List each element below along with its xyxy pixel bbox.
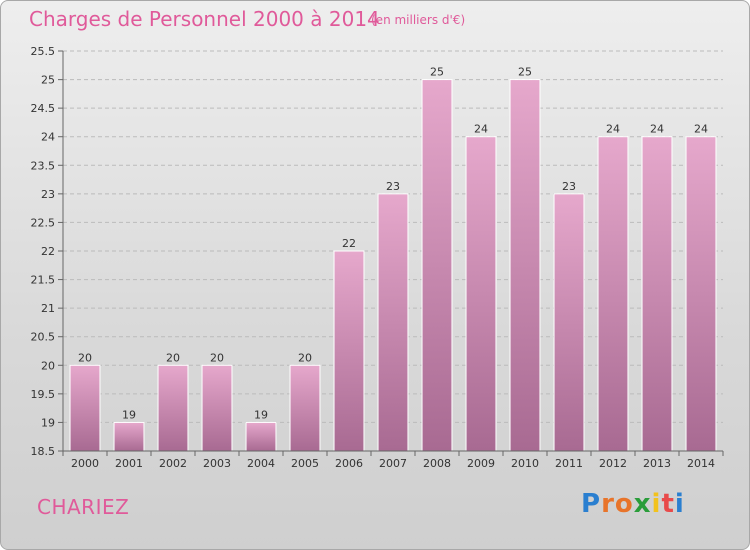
bar-2009[interactable] bbox=[465, 136, 497, 452]
bar-2001[interactable] bbox=[113, 421, 145, 452]
bar-layer bbox=[69, 79, 717, 452]
x-tick-label: 2006 bbox=[335, 457, 363, 470]
x-tick-label: 2011 bbox=[555, 457, 583, 470]
bar-2004[interactable] bbox=[245, 421, 277, 452]
value-label-2006: 22 bbox=[342, 237, 356, 250]
x-tick-label: 2010 bbox=[511, 457, 539, 470]
chart-title: Charges de Personnel 2000 à 2014 bbox=[29, 7, 380, 31]
bar-2010[interactable] bbox=[509, 79, 541, 452]
value-label-2012: 24 bbox=[606, 123, 620, 136]
x-tick-label: 2014 bbox=[687, 457, 715, 470]
x-tick-label: 2004 bbox=[247, 457, 275, 470]
logo-letter: P bbox=[581, 489, 602, 519]
bar-2003[interactable] bbox=[201, 364, 233, 452]
bar-2014[interactable] bbox=[685, 136, 717, 452]
bar-2013[interactable] bbox=[641, 136, 673, 452]
value-label-2008: 25 bbox=[430, 66, 444, 79]
x-tick-label: 2009 bbox=[467, 457, 495, 470]
value-label-2003: 20 bbox=[210, 351, 224, 364]
value-label-2005: 20 bbox=[298, 351, 312, 364]
chart-subtitle: (en milliers d'€) bbox=[371, 13, 466, 27]
bar-2012[interactable] bbox=[597, 136, 629, 452]
x-tick-label: 2003 bbox=[203, 457, 231, 470]
value-label-2011: 23 bbox=[562, 180, 576, 193]
x-tick-label: 2008 bbox=[423, 457, 451, 470]
y-tick-label: 20 bbox=[41, 359, 55, 372]
x-tick-label: 2007 bbox=[379, 457, 407, 470]
x-tick-label: 2000 bbox=[71, 457, 99, 470]
x-tick-label: 2001 bbox=[115, 457, 143, 470]
value-label-2001: 19 bbox=[122, 408, 136, 421]
bar-2002[interactable] bbox=[157, 364, 189, 452]
y-tick-label: 24 bbox=[41, 131, 55, 144]
label-layer: 20 19 20 20 19 20 22 23 25 24 25 23 24 24 24 bbox=[78, 66, 708, 422]
logo-letter: i bbox=[651, 489, 662, 519]
logo-letter: o bbox=[614, 489, 634, 519]
logo-letter: t bbox=[661, 489, 675, 519]
bar-2011[interactable] bbox=[553, 193, 585, 452]
axis-layer: 18.5 19 19.5 20 20.5 21 21.5 22 22.5 23 23.5 24 24.5… bbox=[31, 45, 724, 470]
y-tick-label: 21.5 bbox=[31, 274, 56, 287]
y-tick-label: 25 bbox=[41, 74, 55, 87]
commune-name: CHARIEZ bbox=[37, 495, 130, 519]
proxiti-logo[interactable]: Proxiti bbox=[581, 489, 685, 519]
y-tick-label: 22.5 bbox=[31, 216, 56, 229]
value-label-2000: 20 bbox=[78, 351, 92, 364]
x-tick-label: 2012 bbox=[599, 457, 627, 470]
y-tick-label: 23.5 bbox=[31, 159, 56, 172]
value-label-2009: 24 bbox=[474, 123, 488, 136]
y-tick-label: 22 bbox=[41, 245, 55, 258]
bar-2000[interactable] bbox=[69, 364, 101, 452]
value-label-2007: 23 bbox=[386, 180, 400, 193]
value-label-2002: 20 bbox=[166, 351, 180, 364]
logo-letter: i bbox=[674, 489, 685, 519]
y-tick-label: 19 bbox=[41, 416, 55, 429]
bar-2008[interactable] bbox=[421, 79, 453, 452]
x-tick-label: 2013 bbox=[643, 457, 671, 470]
logo-letter: x bbox=[633, 489, 652, 519]
y-tick-label: 25.5 bbox=[31, 45, 56, 58]
bar-2005[interactable] bbox=[289, 364, 321, 452]
y-tick-label: 20.5 bbox=[31, 331, 56, 344]
value-label-2013: 24 bbox=[650, 123, 664, 136]
bar-2006[interactable] bbox=[333, 250, 365, 452]
y-tick-label: 18.5 bbox=[31, 445, 56, 458]
y-tick-label: 24.5 bbox=[31, 102, 56, 115]
y-tick-label: 19.5 bbox=[31, 388, 56, 401]
value-label-2010: 25 bbox=[518, 66, 532, 79]
x-tick-label: 2005 bbox=[291, 457, 319, 470]
logo-letter: r bbox=[601, 489, 615, 519]
bar-2007[interactable] bbox=[377, 193, 409, 452]
y-tick-label: 21 bbox=[41, 302, 55, 315]
x-tick-label: 2002 bbox=[159, 457, 187, 470]
y-tick-label: 23 bbox=[41, 188, 55, 201]
value-label-2014: 24 bbox=[694, 123, 708, 136]
value-label-2004: 19 bbox=[254, 408, 268, 421]
